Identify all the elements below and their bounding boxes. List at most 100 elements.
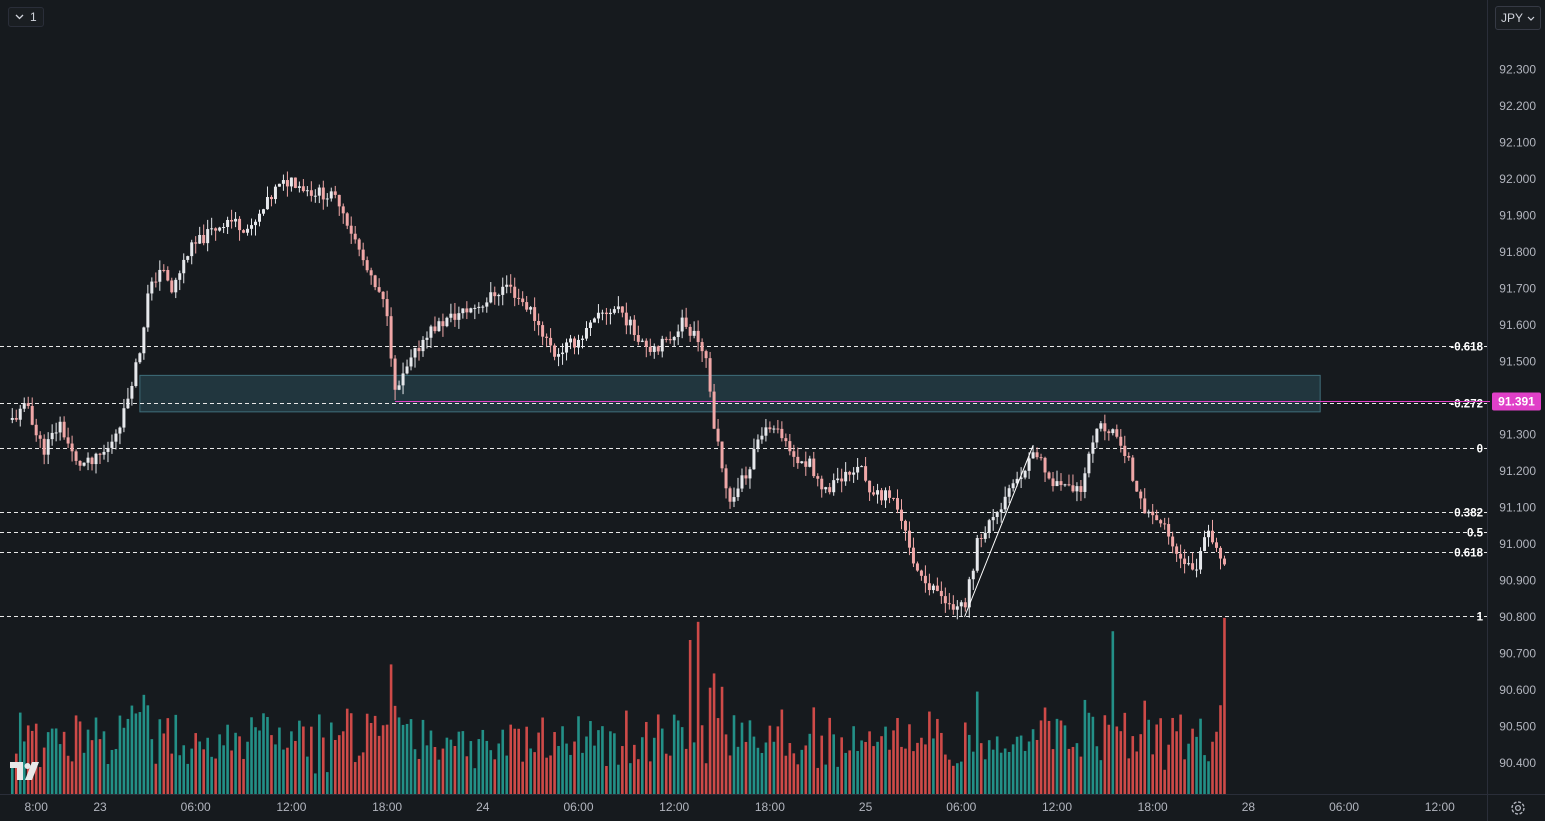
volume-bar bbox=[329, 722, 333, 794]
volume-bar bbox=[1155, 724, 1158, 794]
volume-bar bbox=[1063, 725, 1067, 794]
volume-bar bbox=[1123, 712, 1127, 794]
candle-body bbox=[401, 373, 405, 386]
candle-body bbox=[844, 471, 848, 482]
resistance-zone[interactable] bbox=[139, 374, 1321, 413]
candle-body bbox=[557, 354, 561, 357]
volume-bar bbox=[314, 773, 317, 794]
candle-body bbox=[824, 487, 828, 490]
zone-rectangle[interactable] bbox=[139, 374, 1321, 413]
candle-body bbox=[477, 306, 481, 308]
volume-bar bbox=[389, 664, 393, 794]
volume-bar bbox=[501, 729, 505, 794]
volume-bar bbox=[286, 747, 289, 794]
volume-bar bbox=[752, 736, 756, 794]
candle-body bbox=[250, 225, 254, 229]
volume-bar bbox=[840, 737, 843, 794]
candle-body bbox=[385, 299, 389, 317]
x-tick-label: 12:00 bbox=[1042, 800, 1072, 814]
candle-body bbox=[752, 448, 756, 470]
volume-bar bbox=[656, 714, 660, 794]
candle-body bbox=[493, 292, 497, 297]
candle-body bbox=[784, 438, 788, 442]
volume-bar bbox=[282, 749, 285, 794]
volume-bar bbox=[928, 711, 931, 794]
volume-bar bbox=[577, 716, 580, 794]
candle-body bbox=[513, 286, 517, 298]
candle-body bbox=[740, 475, 744, 489]
volume-bar bbox=[987, 740, 991, 794]
interval-button[interactable]: 1 bbox=[8, 7, 44, 27]
candle-body bbox=[357, 239, 361, 250]
candle-body bbox=[481, 306, 485, 308]
candle-body bbox=[820, 478, 824, 490]
x-tick-label: 8:00 bbox=[25, 800, 49, 814]
volume-bar bbox=[832, 734, 835, 794]
candle-body bbox=[840, 478, 844, 482]
candle-body bbox=[297, 186, 301, 188]
candle-body bbox=[42, 438, 46, 455]
candle-body bbox=[186, 256, 190, 260]
x-tick-label: 06:00 bbox=[1329, 800, 1359, 814]
volume-bar bbox=[1115, 726, 1119, 794]
candle-body bbox=[226, 219, 230, 228]
volume-bar bbox=[1207, 761, 1210, 794]
volume-bar bbox=[605, 765, 608, 794]
volume-bar bbox=[696, 621, 700, 794]
candle-body bbox=[437, 321, 441, 332]
candle-body bbox=[1011, 483, 1015, 489]
candle-body bbox=[1203, 537, 1207, 551]
candle-body bbox=[214, 228, 218, 231]
gear-icon[interactable] bbox=[1509, 799, 1527, 817]
volume-bar bbox=[700, 725, 704, 794]
volume-bar bbox=[226, 724, 229, 794]
candle-body bbox=[899, 509, 903, 521]
price-axis[interactable]: 92.300 92.200 92.100 92.000 91.900 91.800 91.7… bbox=[1492, 63, 1541, 771]
volume-bar bbox=[134, 713, 138, 794]
candle-body bbox=[293, 177, 297, 188]
x-tick-label: 18:00 bbox=[755, 800, 785, 814]
candle-body bbox=[832, 480, 836, 493]
candle-body bbox=[553, 345, 557, 357]
candle-body bbox=[62, 421, 66, 438]
candle-body bbox=[1127, 455, 1131, 458]
volume-bar bbox=[940, 732, 943, 794]
volume-bar bbox=[214, 758, 217, 794]
candle-body bbox=[102, 451, 106, 455]
volume-bar bbox=[1223, 617, 1226, 794]
candle-body bbox=[911, 547, 915, 564]
volume-bar bbox=[573, 741, 576, 794]
volume-bar bbox=[816, 767, 820, 794]
volume-bar bbox=[445, 737, 449, 794]
volume-bar bbox=[1083, 699, 1087, 794]
volume-bar bbox=[728, 755, 732, 794]
currency-button[interactable]: JPY bbox=[1495, 6, 1541, 30]
time-axis[interactable]: 8:00 23 06:00 12:00 18:00 24 06:00 12:00 18:00 25… bbox=[25, 800, 1456, 814]
volume-bar bbox=[776, 726, 780, 794]
volume-bar bbox=[322, 737, 325, 794]
trend-line-segment[interactable] bbox=[964, 445, 1034, 618]
volume-bar bbox=[868, 731, 871, 794]
candle-body bbox=[1043, 457, 1047, 473]
volume-bar bbox=[967, 734, 971, 794]
volume-bar bbox=[1103, 715, 1107, 794]
candle-body bbox=[277, 183, 281, 187]
candle-body bbox=[210, 228, 214, 230]
candle-body bbox=[864, 466, 868, 481]
volume-bar bbox=[736, 746, 740, 794]
volume-bar bbox=[597, 730, 600, 794]
trend-line[interactable] bbox=[964, 445, 1034, 618]
volume-bar bbox=[274, 744, 277, 794]
candle-body bbox=[537, 320, 541, 326]
candle-body bbox=[923, 575, 927, 584]
candle-body bbox=[22, 403, 26, 409]
candle-body bbox=[301, 186, 305, 192]
fibonacci-levels[interactable]: -0.618 -0.272 0 0.382 0.5 0.618 1 bbox=[0, 342, 1490, 624]
candle-body bbox=[600, 312, 604, 314]
candle-body bbox=[86, 457, 90, 463]
volume-bar bbox=[170, 753, 174, 794]
volume-bar bbox=[142, 694, 146, 794]
volume-bar bbox=[1003, 748, 1007, 794]
candle-body bbox=[465, 308, 469, 313]
